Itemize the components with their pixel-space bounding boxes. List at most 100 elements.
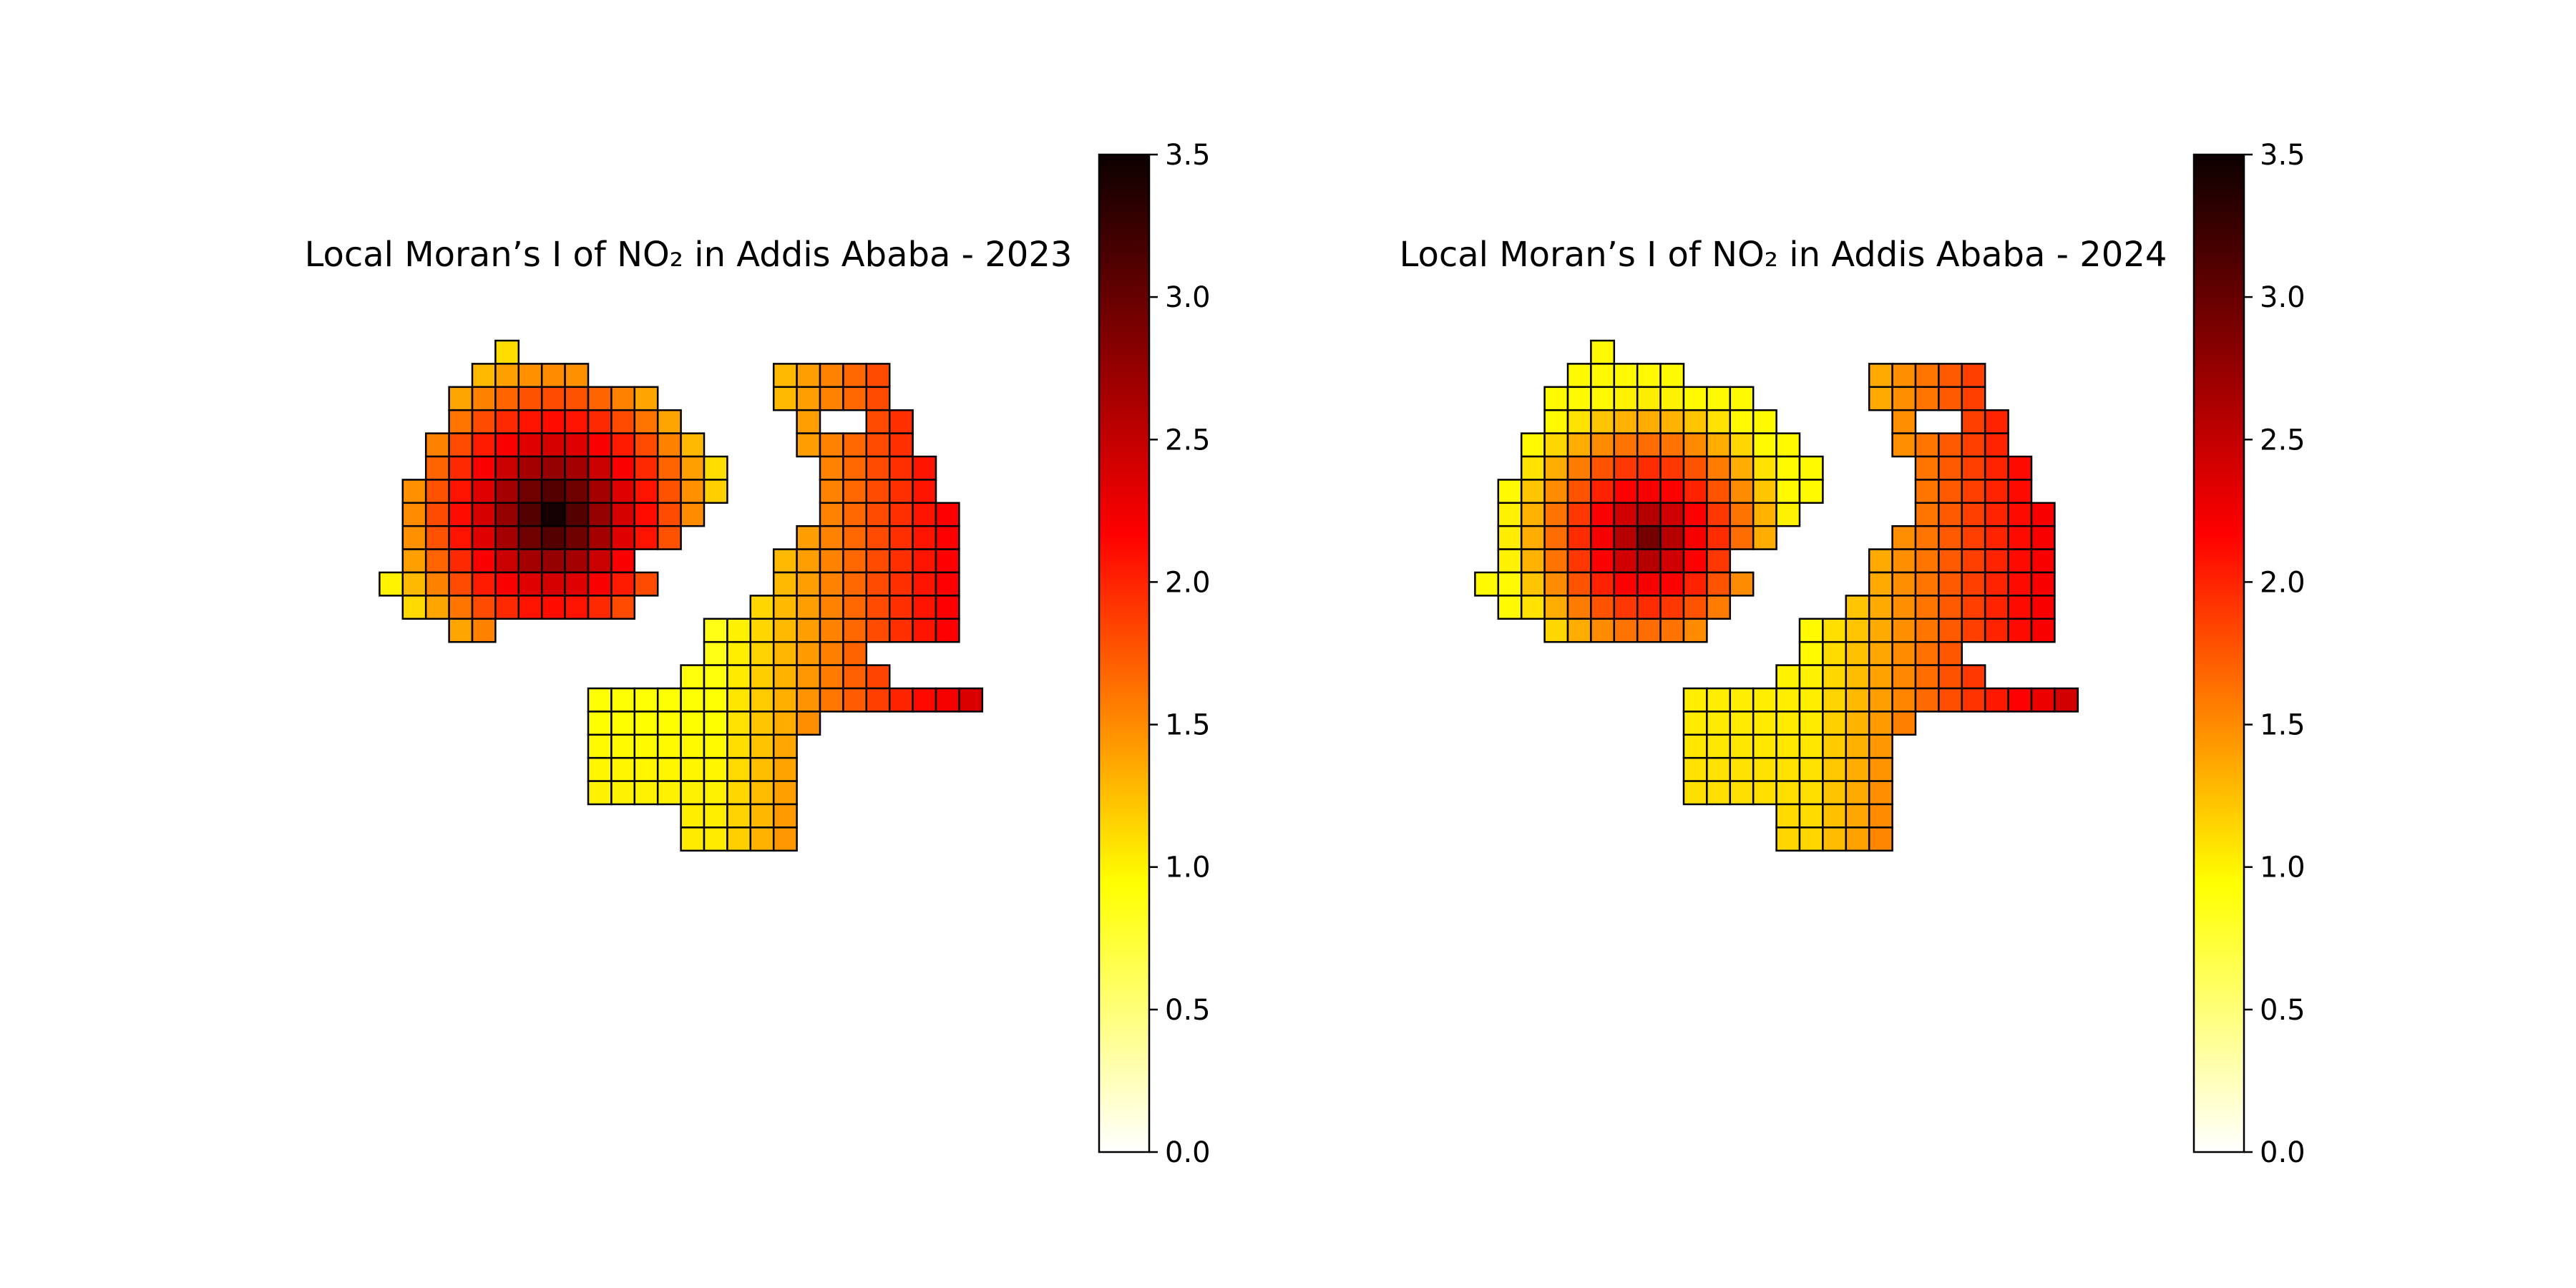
grid-cell: [424, 479, 450, 504]
grid-cell: [1729, 756, 1755, 782]
grid-cell: [1706, 756, 1732, 782]
grid-cell: [1752, 687, 1777, 713]
grid-cell: [703, 664, 728, 690]
panel-2023: Local Moran’s I of NO₂ in Addis Ababa - …: [305, 139, 1211, 1169]
grid-cell: [424, 432, 450, 458]
grid-cell: [1543, 571, 1569, 597]
grid-cell: [888, 595, 914, 620]
grid-cell: [1914, 455, 1940, 481]
grid-cell: [1868, 711, 1893, 736]
grid-cell: [1938, 618, 1963, 643]
grid-cell: [1775, 826, 1801, 852]
grid-cell: [1775, 502, 1801, 527]
grid-cell: [633, 571, 659, 597]
grid-cell: [633, 756, 659, 782]
grid-cell: [1984, 502, 2009, 527]
grid-cell: [1845, 780, 1870, 806]
colorbar-ticks-2023: 0.0 0.5 1.0 1.5 2.0 2.5 3.0 3.5: [1149, 139, 1211, 1169]
grid-cell: [772, 548, 798, 574]
grid-cell: [772, 826, 798, 852]
grid-cell: [749, 733, 775, 759]
grid-cell: [935, 618, 960, 643]
grid-cell: [1868, 803, 1893, 829]
panel-title-2023: Local Moran’s I of NO₂ in Addis Ababa - …: [305, 235, 1073, 275]
grid-cell: [1636, 548, 1662, 574]
colorbar-tick-label: 0.0: [2260, 1136, 2306, 1169]
grid-cell: [517, 479, 543, 504]
grid-cell: [1682, 548, 1708, 574]
grid-cell: [1822, 640, 1848, 666]
grid-cell: [587, 409, 613, 434]
grid-cell: [1682, 571, 1708, 597]
grid-cell: [1566, 363, 1592, 389]
grid-cell: [401, 525, 427, 550]
grid-cell: [1613, 479, 1639, 504]
grid-cell: [1891, 640, 1917, 666]
grid-cell: [1520, 595, 1546, 620]
grid-cell: [1868, 386, 1893, 411]
grid-cell: [912, 571, 937, 597]
grid-cell: [1706, 780, 1732, 806]
grid-cell: [772, 386, 798, 411]
grid-cell: [842, 432, 868, 458]
grid-cell: [1659, 363, 1685, 389]
grid-cell: [1706, 525, 1732, 550]
grid-cell: [819, 386, 844, 411]
colorbar-tick-label: 3.5: [1165, 139, 1211, 172]
grid-cell: [912, 595, 937, 620]
grid-cell: [1914, 687, 1940, 713]
grid-cell: [819, 548, 844, 574]
colorbar-tick-label: 2.5: [2260, 424, 2306, 457]
grid-cell: [726, 640, 752, 666]
grid-cell: [842, 455, 868, 481]
grid-cell: [610, 756, 636, 782]
grid-cell: [1636, 455, 1662, 481]
grid-cell: [1590, 455, 1616, 481]
grid-cell: [1682, 711, 1708, 736]
grid-cell: [842, 479, 868, 504]
grid-cell: [448, 479, 474, 504]
grid-cell: [471, 432, 497, 458]
grid-cell: [703, 455, 728, 481]
grid-cell: [1682, 386, 1708, 411]
grid-cell: [656, 711, 682, 736]
grid-cell: [424, 455, 450, 481]
grid-cell: [1706, 733, 1732, 759]
grid-cell: [1590, 571, 1616, 597]
grid-cell: [1706, 479, 1732, 504]
grid-cell: [471, 386, 497, 411]
grid-cell: [842, 386, 868, 411]
grid-cell: [1706, 386, 1732, 411]
grid-cell: [1590, 339, 1616, 365]
grid-cell: [796, 618, 821, 643]
grid-cell: [819, 432, 844, 458]
grid-cell: [912, 687, 937, 713]
grid-cell: [401, 548, 427, 574]
grid-cell: [772, 664, 798, 690]
grid-cell: [703, 711, 728, 736]
grid-cell: [1961, 455, 1986, 481]
grid-cell: [656, 455, 682, 481]
grid-cell: [517, 363, 543, 389]
grid-cell: [1845, 687, 1870, 713]
grid-cell: [1659, 618, 1685, 643]
grid-cell: [1845, 803, 1870, 829]
grid-cell: [1682, 479, 1708, 504]
grid-cell: [912, 548, 937, 574]
grid-cell: [1566, 595, 1592, 620]
grid-cell: [1729, 502, 1755, 527]
grid-cell: [1659, 455, 1685, 481]
grid-cell: [540, 548, 566, 574]
grid-cell: [703, 640, 728, 666]
grid-cell: [1961, 363, 1986, 389]
grid-cell: [1822, 711, 1848, 736]
grid-cell: [1752, 756, 1777, 782]
grid-cell: [865, 525, 891, 550]
grid-cell: [1706, 502, 1732, 527]
grid-cell: [912, 618, 937, 643]
grid-cell: [1961, 548, 1986, 574]
grid-cell: [819, 687, 844, 713]
grid-cell: [1729, 687, 1755, 713]
grid-cell: [796, 687, 821, 713]
grid-cell: [564, 363, 590, 389]
